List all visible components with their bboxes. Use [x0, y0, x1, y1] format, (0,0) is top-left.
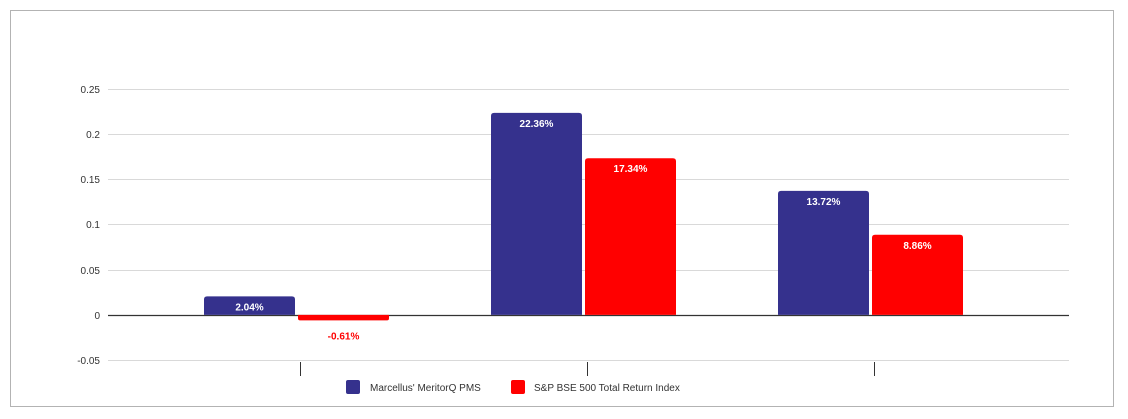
legend-item-1[interactable]: Marcellus' MeritorQ PMS	[346, 380, 481, 394]
y-tick-label: 0	[94, 311, 100, 322]
legend-label: Marcellus' MeritorQ PMS	[370, 383, 481, 394]
y-tick-label: 0.2	[86, 130, 100, 141]
bar-series-1-group-2[interactable]	[491, 112, 582, 315]
data-label: -0.61%	[328, 331, 360, 342]
x-axis-ticks	[300, 362, 875, 376]
y-tick-label: 0.15	[81, 175, 101, 186]
data-label: 13.72%	[807, 197, 841, 208]
y-tick-label: 0.25	[81, 85, 101, 96]
legend-swatch	[346, 380, 360, 394]
data-label: 8.86%	[903, 241, 931, 252]
data-label: 2.04%	[235, 302, 263, 313]
y-tick-label: 0.1	[86, 220, 100, 231]
data-label: 22.36%	[520, 119, 554, 130]
data-labels: 2.04% 22.36% 13.72% -0.61% 17.34% 8.86%	[235, 119, 931, 342]
bar-series-2-group-1[interactable]	[298, 314, 389, 321]
bar-series-2-group-3[interactable]	[872, 234, 963, 315]
y-tick-label: 0.05	[81, 266, 101, 277]
legend-item-2[interactable]: S&P BSE 500 Total Return Index	[511, 380, 680, 394]
legend-swatch	[511, 380, 525, 394]
legend[interactable]: Marcellus' MeritorQ PMS S&P BSE 500 Total…	[346, 380, 680, 394]
bar-series-1-group-1[interactable]	[204, 296, 295, 315]
y-tick-label: -0.05	[77, 356, 100, 367]
bars	[204, 112, 963, 321]
data-label: 17.34%	[614, 164, 648, 175]
bar-series-2-group-2[interactable]	[585, 158, 676, 315]
legend-label: S&P BSE 500 Total Return Index	[534, 383, 680, 394]
y-axis-tick-labels: 0.25 0.2 0.15 0.1 0.05 0 -0.05	[77, 85, 100, 367]
bar-series-1-group-3[interactable]	[778, 190, 869, 315]
